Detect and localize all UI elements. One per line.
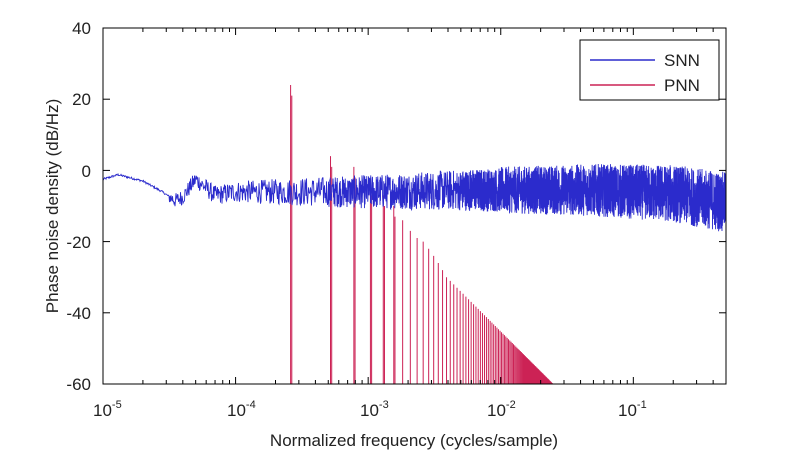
pnn-series bbox=[290, 84, 554, 384]
legend: SNN PNN bbox=[579, 39, 720, 101]
y-tick-label: 40 bbox=[72, 19, 91, 38]
snn-series bbox=[103, 164, 726, 232]
legend-box bbox=[579, 39, 720, 101]
tick-marks bbox=[102, 27, 727, 385]
y-tick-labels: 40 20 0 -20 -40 -60 bbox=[66, 19, 91, 394]
x-tick-label: 10-3 bbox=[360, 399, 389, 420]
y-tick-label: -60 bbox=[66, 375, 91, 394]
y-axis-label: Phase noise density (dB/Hz) bbox=[43, 99, 62, 314]
x-tick-label: 10-4 bbox=[227, 399, 256, 420]
snn-trace-line bbox=[103, 164, 726, 232]
x-tick-label: 10-5 bbox=[93, 399, 122, 420]
x-tick-labels: 10-5 10-4 10-3 10-2 10-1 bbox=[93, 399, 647, 420]
x-axis-label: Normalized frequency (cycles/sample) bbox=[270, 431, 558, 450]
y-tick-label: -40 bbox=[66, 304, 91, 323]
x-tick-label: 10-2 bbox=[487, 399, 516, 420]
legend-pnn-label: PNN bbox=[664, 76, 700, 95]
pnn-spur-lines bbox=[290, 84, 554, 384]
y-tick-label: 20 bbox=[72, 90, 91, 109]
x-tick-label: 10-1 bbox=[618, 399, 647, 420]
axes-frame bbox=[102, 27, 727, 385]
legend-snn-label: SNN bbox=[664, 51, 700, 70]
y-tick-label: -20 bbox=[66, 233, 91, 252]
y-tick-label: 0 bbox=[82, 162, 91, 181]
